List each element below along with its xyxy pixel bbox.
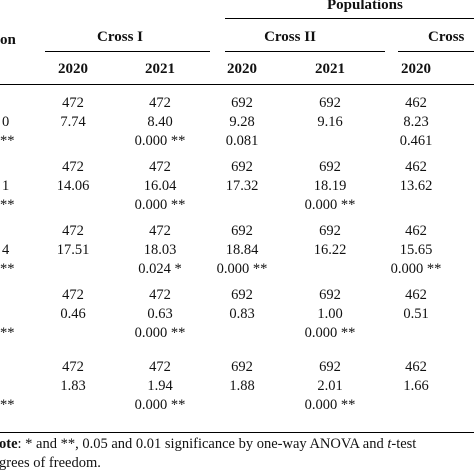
group-rule-3 — [398, 51, 474, 52]
table-cell: 2.01 — [317, 378, 343, 394]
table-cell: 0.000 ** — [216, 261, 268, 277]
row-label-fragment: ** — [0, 325, 15, 341]
table-cell: 1.88 — [229, 378, 255, 394]
table-cell: 9.16 — [317, 114, 343, 130]
table-cell: 0.000 ** — [390, 261, 442, 277]
populations-header: Populations — [327, 0, 403, 13]
row-label-fragment: ** — [0, 197, 15, 213]
table-cell: 7.74 — [60, 114, 86, 130]
table-cell: 692 — [231, 223, 253, 239]
table-cell: 692 — [319, 223, 341, 239]
table-cell: 472 — [62, 287, 84, 303]
row-label-fragment: 4 — [2, 242, 10, 258]
table-cell: 8.40 — [147, 114, 173, 130]
table-cell: 0.83 — [229, 306, 255, 322]
table-cell: 18.19 — [313, 178, 347, 194]
table-cell: 472 — [149, 359, 171, 375]
table-cell: 692 — [319, 287, 341, 303]
table-cell: 9.28 — [229, 114, 255, 130]
table-cell: 472 — [62, 223, 84, 239]
table-cell: 462 — [405, 287, 427, 303]
table-cell: 472 — [149, 95, 171, 111]
footnote-t-italic: t — [387, 436, 392, 452]
table-cell: 692 — [319, 359, 341, 375]
header-bottom-rule — [0, 84, 474, 85]
row-label-fragment: ** — [0, 261, 15, 277]
table-cell: 0.63 — [147, 306, 173, 322]
year-header: 2020 — [58, 61, 88, 77]
table-cell: 692 — [231, 287, 253, 303]
table-cell: 0.000 ** — [304, 197, 356, 213]
row-label-fragment: ** — [0, 133, 15, 149]
table-cell: 472 — [149, 223, 171, 239]
table-cell: 17.51 — [56, 242, 90, 258]
table-cell: 1.66 — [403, 378, 429, 394]
left-column-header: on — [0, 32, 16, 48]
table-cell: 462 — [405, 359, 427, 375]
table-cell: 472 — [62, 359, 84, 375]
table-cell: 0.000 ** — [134, 133, 186, 149]
row-label-fragment: 0 — [2, 114, 10, 130]
footnote-note-label: ote — [0, 436, 18, 452]
table-footnote-line-2: grees of freedom. — [0, 455, 101, 471]
year-header: 2021 — [145, 61, 175, 77]
table-cell: 692 — [231, 159, 253, 175]
table-cell: 0.081 — [225, 133, 259, 149]
year-header: 2021 — [315, 61, 345, 77]
table-cell: 18.84 — [225, 242, 259, 258]
table-cell: 0.000 ** — [304, 325, 356, 341]
table-cell: 692 — [319, 95, 341, 111]
table-cell: 472 — [62, 95, 84, 111]
table-cell: 0.000 ** — [134, 325, 186, 341]
table-bottom-rule — [0, 432, 474, 433]
table-cell: 0.461 — [399, 133, 433, 149]
table-cell: 462 — [405, 223, 427, 239]
table-cell: 16.22 — [313, 242, 347, 258]
table-cell: 13.62 — [399, 178, 433, 194]
table-cell: 16.04 — [143, 178, 177, 194]
table-cell: 692 — [231, 359, 253, 375]
table-cell: 1.83 — [60, 378, 86, 394]
table-cell: 1.00 — [317, 306, 343, 322]
table-cell: 1.94 — [147, 378, 173, 394]
table-cell: 472 — [62, 159, 84, 175]
table-cell: 17.32 — [225, 178, 259, 194]
footnote-text-end: -test — [391, 436, 417, 452]
table-cell: 0.000 ** — [304, 397, 356, 413]
table-cell: 462 — [405, 95, 427, 111]
year-header: 2020 — [401, 61, 431, 77]
group-rule-1 — [45, 51, 210, 52]
table-cell: 472 — [149, 287, 171, 303]
table-cell: 462 — [405, 159, 427, 175]
table-cell: 14.06 — [56, 178, 90, 194]
table-cell: 8.23 — [403, 114, 429, 130]
row-label-fragment: ** — [0, 397, 15, 413]
table-cell: 0.51 — [403, 306, 429, 322]
year-header: 2020 — [227, 61, 257, 77]
table-cell: 0.000 ** — [134, 197, 186, 213]
group-header-cross-3: Cross — [428, 29, 465, 45]
table-cell: 18.03 — [143, 242, 177, 258]
table-footnote-line-1: ote: * and **, 0.05 and 0.01 significanc… — [0, 437, 416, 452]
table-cell: 15.65 — [399, 242, 433, 258]
table-cell: 692 — [231, 95, 253, 111]
table-cell: 0.000 ** — [134, 397, 186, 413]
group-header-cross-2: Cross II — [264, 29, 316, 45]
group-rule-2 — [225, 51, 385, 52]
footnote-text: : * and **, 0.05 and 0.01 significance b… — [17, 436, 388, 452]
group-header-cross-1: Cross I — [97, 29, 143, 45]
table-cell: 0.46 — [60, 306, 86, 322]
table-cell: 0.024 * — [138, 261, 182, 277]
table-cell: 692 — [319, 159, 341, 175]
table-cell: 472 — [149, 159, 171, 175]
row-label-fragment: 1 — [2, 178, 10, 194]
populations-rule — [225, 18, 474, 19]
